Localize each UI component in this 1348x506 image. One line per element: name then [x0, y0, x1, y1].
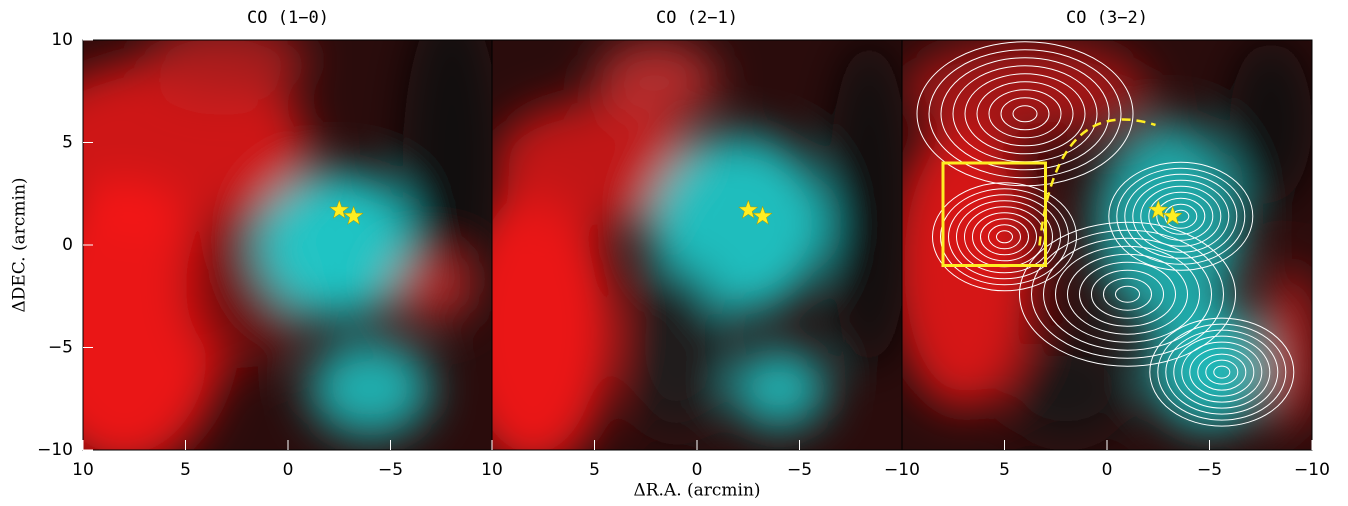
emission-blob — [255, 171, 420, 319]
emission-blob — [647, 134, 829, 315]
emission-blob — [83, 60, 309, 225]
emission-blob — [627, 265, 726, 430]
x-tick-label: −5 — [1197, 460, 1222, 480]
contour — [1164, 203, 1198, 229]
x-tick-label: 0 — [1102, 460, 1113, 480]
image — [902, 40, 1312, 450]
contour — [1181, 341, 1263, 403]
emission-blob — [828, 40, 902, 368]
emission-blob — [1266, 265, 1312, 430]
contour — [1173, 335, 1271, 409]
emission-blob — [390, 253, 473, 319]
star-marker — [1147, 199, 1169, 219]
emission-blob — [144, 40, 309, 102]
contour — [1149, 317, 1295, 427]
star-marker — [343, 205, 364, 226]
emission-blob — [83, 183, 227, 450]
emission-blob — [902, 40, 1148, 139]
contour — [1116, 167, 1246, 265]
x-tick-label: −5 — [787, 460, 812, 480]
star-marker — [752, 205, 773, 226]
contour — [940, 57, 1110, 171]
panel-title: CO (3−2) — [1066, 8, 1148, 28]
contour — [1031, 229, 1224, 359]
star-marker — [328, 199, 350, 219]
x-tick-label: 10 — [72, 460, 94, 480]
contour — [1165, 329, 1279, 415]
contour — [1012, 105, 1038, 123]
contour — [964, 73, 1086, 155]
contour — [1157, 323, 1287, 421]
x-tick-label: 5 — [589, 460, 600, 480]
emission-blob — [492, 101, 697, 225]
contour — [972, 212, 1037, 262]
contour — [932, 182, 1077, 292]
contour — [1103, 277, 1152, 311]
y-tick-label: −10 — [37, 440, 73, 460]
contours — [916, 41, 1295, 427]
contour — [956, 200, 1053, 274]
x-tick-label: −10 — [884, 460, 920, 480]
x-tick-label: 0 — [692, 460, 703, 480]
contour — [1115, 285, 1140, 303]
contour — [916, 41, 1134, 187]
x-tick-label: −10 — [1294, 460, 1330, 480]
panel-title: CO (1−0) — [247, 8, 329, 28]
contour — [1079, 261, 1176, 327]
contour — [1205, 359, 1239, 385]
contour — [988, 89, 1062, 139]
image — [492, 40, 902, 450]
contour — [996, 230, 1013, 244]
contour — [1019, 221, 1236, 367]
contour — [948, 194, 1061, 280]
contour — [940, 188, 1069, 286]
contour — [976, 81, 1074, 147]
contour — [1067, 253, 1188, 335]
contour — [1108, 161, 1254, 271]
emission — [83, 40, 493, 450]
star-marker — [737, 199, 759, 219]
star-marker — [1162, 205, 1183, 226]
contour — [980, 218, 1029, 256]
contour — [1124, 173, 1238, 259]
x-tick-label: 0 — [283, 460, 294, 480]
x-tick-label: 5 — [180, 460, 191, 480]
contour — [1197, 353, 1247, 391]
emission-blob — [1230, 40, 1312, 204]
x-tick-label: −5 — [378, 460, 403, 480]
x-axis-label: ΔR.A. (arcmin) — [633, 481, 760, 501]
contour — [1156, 197, 1206, 235]
contour — [988, 224, 1021, 250]
x-tick-label: 5 — [999, 460, 1010, 480]
emission-blob — [308, 339, 432, 438]
contour — [1189, 347, 1255, 397]
region-box — [941, 161, 1047, 267]
contour — [1091, 269, 1164, 319]
contour — [1140, 185, 1222, 247]
y-axis-label: ΔDEC. (arcmin) — [10, 177, 30, 312]
y-tick-label: 0 — [62, 235, 73, 255]
contour — [1132, 179, 1230, 253]
x-tick-label: 10 — [481, 460, 503, 480]
emission-blob — [492, 183, 615, 450]
contour — [1213, 365, 1231, 379]
y-tick-label: 5 — [62, 133, 73, 153]
contour — [1055, 245, 1200, 343]
emission-blob — [594, 40, 718, 122]
arc — [1038, 118, 1156, 246]
emission — [492, 40, 902, 450]
image — [83, 40, 493, 450]
y-tick-label: 10 — [51, 30, 73, 50]
emission-blob — [729, 347, 829, 430]
y-tick-label: −5 — [48, 338, 73, 358]
panel-title: CO (2−1) — [656, 8, 738, 28]
contour — [1000, 97, 1050, 131]
contour — [928, 49, 1122, 179]
contour — [1043, 237, 1212, 351]
